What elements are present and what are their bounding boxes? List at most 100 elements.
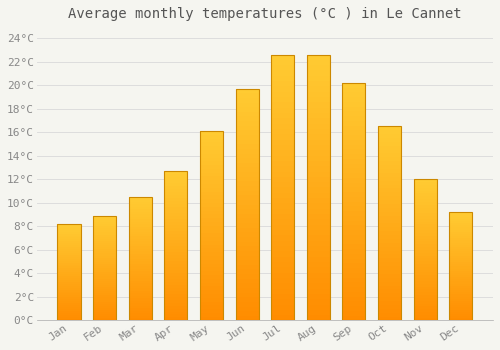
Bar	[200, 142, 223, 146]
Bar	[306, 310, 330, 315]
Bar	[306, 70, 330, 76]
Bar	[58, 262, 80, 265]
Bar	[58, 249, 80, 251]
Bar	[414, 222, 436, 224]
Bar	[378, 301, 401, 305]
Bar	[449, 290, 472, 292]
Bar	[164, 294, 188, 296]
Bar	[271, 70, 294, 76]
Bar	[128, 226, 152, 229]
Bar	[414, 188, 436, 190]
Bar	[164, 249, 188, 252]
Bar	[342, 149, 365, 154]
Bar	[378, 173, 401, 177]
Bar	[128, 286, 152, 288]
Bar	[271, 76, 294, 81]
Bar	[449, 286, 472, 288]
Bar	[378, 165, 401, 169]
Bar	[93, 232, 116, 234]
Bar	[342, 135, 365, 140]
Bar	[128, 229, 152, 231]
Bar	[378, 270, 401, 274]
Bar	[378, 161, 401, 165]
Bar	[306, 214, 330, 219]
Bar	[200, 313, 223, 317]
Bar	[342, 235, 365, 240]
Bar	[58, 224, 80, 321]
Bar	[164, 261, 188, 264]
Bar	[271, 299, 294, 304]
Bar	[414, 233, 436, 236]
Bar	[93, 287, 116, 289]
Bar	[164, 219, 188, 222]
Bar	[306, 92, 330, 97]
Bar	[58, 243, 80, 245]
Bar	[342, 316, 365, 321]
Bar	[378, 126, 401, 321]
Bar	[271, 193, 294, 198]
Bar	[200, 237, 223, 241]
Bar	[236, 200, 258, 204]
Bar	[306, 55, 330, 321]
Bar	[236, 158, 258, 163]
Bar	[200, 264, 223, 267]
Bar	[306, 60, 330, 65]
Bar	[93, 306, 116, 308]
Bar	[200, 173, 223, 176]
Bar	[414, 298, 436, 301]
Bar	[378, 184, 401, 188]
Bar	[306, 134, 330, 140]
Bar	[306, 177, 330, 182]
Bar	[414, 301, 436, 303]
Bar	[58, 255, 80, 257]
Bar	[200, 218, 223, 222]
Bar	[93, 253, 116, 256]
Bar	[93, 260, 116, 262]
Bar	[58, 317, 80, 318]
Bar	[414, 190, 436, 194]
Bar	[128, 281, 152, 284]
Bar	[342, 126, 365, 130]
Bar	[342, 121, 365, 126]
Bar	[236, 307, 258, 311]
Bar	[164, 240, 188, 243]
Bar	[378, 208, 401, 212]
Bar	[58, 286, 80, 288]
Bar	[164, 246, 188, 249]
Bar	[306, 97, 330, 103]
Bar	[164, 243, 188, 246]
Bar	[128, 301, 152, 303]
Bar	[449, 279, 472, 281]
Bar	[342, 206, 365, 211]
Bar	[414, 196, 436, 199]
Bar	[128, 261, 152, 264]
Bar	[449, 219, 472, 221]
Bar	[449, 318, 472, 321]
Bar	[271, 294, 294, 299]
Bar	[200, 131, 223, 135]
Bar	[236, 89, 258, 321]
Bar	[414, 241, 436, 244]
Bar	[58, 278, 80, 280]
Bar	[414, 287, 436, 289]
Bar	[378, 293, 401, 297]
Bar	[342, 197, 365, 202]
Bar	[236, 103, 258, 107]
Bar	[271, 103, 294, 108]
Bar	[414, 216, 436, 219]
Bar	[128, 239, 152, 241]
Bar	[378, 204, 401, 208]
Bar	[342, 202, 365, 206]
Bar	[93, 291, 116, 293]
Bar	[449, 271, 472, 273]
Bar	[128, 273, 152, 276]
Bar	[414, 179, 436, 182]
Bar	[200, 211, 223, 214]
Bar	[306, 246, 330, 251]
Bar	[93, 268, 116, 270]
Bar	[164, 270, 188, 273]
Bar	[93, 279, 116, 281]
Bar	[164, 183, 188, 186]
Bar	[200, 184, 223, 188]
Bar	[414, 244, 436, 247]
